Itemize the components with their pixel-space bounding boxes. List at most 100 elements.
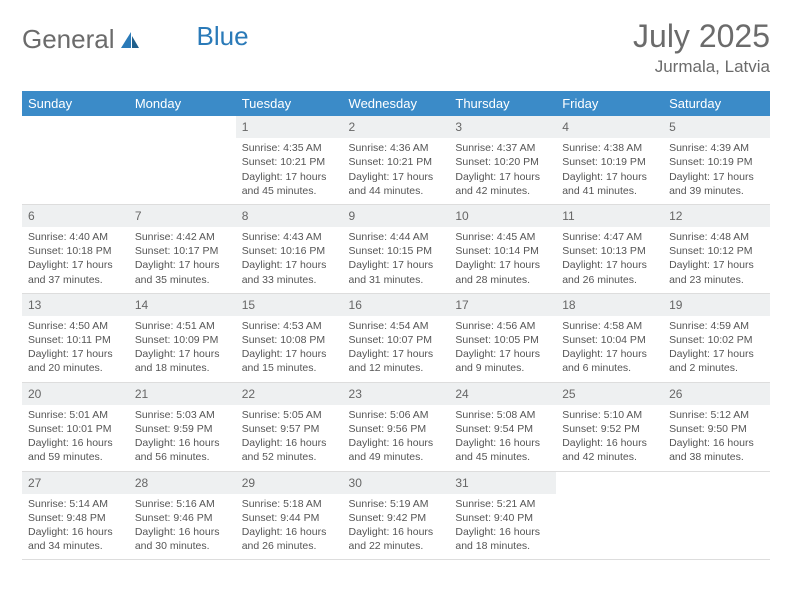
sunrise-line: Sunrise: 4:54 AM: [349, 319, 444, 333]
weekday-header: Thursday: [449, 91, 556, 116]
sunrise-line: Sunrise: 5:03 AM: [135, 408, 230, 422]
daylight-line: Daylight: 16 hours and 52 minutes.: [242, 436, 337, 464]
sunrise-line: Sunrise: 4:48 AM: [669, 230, 764, 244]
daylight-line: Daylight: 17 hours and 28 minutes.: [455, 258, 550, 286]
sunrise-line: Sunrise: 5:06 AM: [349, 408, 444, 422]
calendar-cell: 10Sunrise: 4:45 AMSunset: 10:14 PMDaylig…: [449, 204, 556, 293]
weekday-header: Monday: [129, 91, 236, 116]
calendar-cell: 6Sunrise: 4:40 AMSunset: 10:18 PMDayligh…: [22, 204, 129, 293]
day-number: 11: [556, 205, 663, 227]
sunrise-line: Sunrise: 4:59 AM: [669, 319, 764, 333]
calendar-cell: 24Sunrise: 5:08 AMSunset: 9:54 PMDayligh…: [449, 382, 556, 471]
sunrise-line: Sunrise: 4:51 AM: [135, 319, 230, 333]
day-details: Sunrise: 4:53 AMSunset: 10:08 PMDaylight…: [242, 319, 337, 376]
calendar-cell: 23 Sunrise: 5:06 AMSunset: 9:56 PMDayligh…: [343, 382, 450, 471]
calendar-cell: [556, 471, 663, 560]
sunrise-line: Sunrise: 4:40 AM: [28, 230, 123, 244]
day-details: Sunrise: 5:06 AMSunset: 9:56 PMDaylight:…: [349, 408, 444, 465]
daylight-line: Daylight: 17 hours and 23 minutes.: [669, 258, 764, 286]
daylight-line: Daylight: 17 hours and 9 minutes.: [455, 347, 550, 375]
day-details: Sunrise: 5:10 AMSunset: 9:52 PMDaylight:…: [562, 408, 657, 465]
brand-logo: General Blue: [22, 18, 249, 55]
calendar-cell: 29 Sunrise: 5:18 AMSunset: 9:44 PMDayligh…: [236, 471, 343, 560]
sunset-line: Sunset: 10:02 PM: [669, 333, 764, 347]
month-title: July 2025: [633, 18, 770, 55]
day-number: 23: [343, 383, 450, 405]
sunset-line: Sunset: 10:20 PM: [455, 155, 550, 169]
sunrise-line: Sunrise: 4:44 AM: [349, 230, 444, 244]
daylight-line: Daylight: 17 hours and 20 minutes.: [28, 347, 123, 375]
sunset-line: Sunset: 9:54 PM: [455, 422, 550, 436]
day-details: Sunrise: 5:18 AMSunset: 9:44 PMDaylight:…: [242, 497, 337, 554]
calendar-row: 20Sunrise: 5:01 AMSunset: 10:01 PMDaylig…: [22, 382, 770, 471]
day-number: 16: [343, 294, 450, 316]
day-details: Sunrise: 4:50 AMSunset: 10:11 PMDaylight…: [28, 319, 123, 376]
sunrise-line: Sunrise: 4:47 AM: [562, 230, 657, 244]
daylight-line: Daylight: 17 hours and 18 minutes.: [135, 347, 230, 375]
daylight-line: Daylight: 17 hours and 15 minutes.: [242, 347, 337, 375]
sunset-line: Sunset: 10:17 PM: [135, 244, 230, 258]
sunrise-line: Sunrise: 4:38 AM: [562, 141, 657, 155]
sunrise-line: Sunrise: 4:58 AM: [562, 319, 657, 333]
sunrise-line: Sunrise: 5:19 AM: [349, 497, 444, 511]
daylight-line: Daylight: 16 hours and 34 minutes.: [28, 525, 123, 553]
day-number: 14: [129, 294, 236, 316]
calendar-cell: 19Sunrise: 4:59 AMSunset: 10:02 PMDaylig…: [663, 293, 770, 382]
day-number: 15: [236, 294, 343, 316]
sunrise-line: Sunrise: 5:14 AM: [28, 497, 123, 511]
brand-part1: General: [22, 24, 115, 55]
page-header: General Blue July 2025 Jurmala, Latvia: [22, 18, 770, 77]
daylight-line: Daylight: 17 hours and 35 minutes.: [135, 258, 230, 286]
daylight-line: Daylight: 16 hours and 49 minutes.: [349, 436, 444, 464]
day-number: 27: [22, 472, 129, 494]
day-number: 5: [663, 116, 770, 138]
calendar-cell: 2Sunrise: 4:36 AMSunset: 10:21 PMDayligh…: [343, 116, 450, 204]
day-number: 19: [663, 294, 770, 316]
day-details: Sunrise: 4:40 AMSunset: 10:18 PMDaylight…: [28, 230, 123, 287]
calendar-cell: 13Sunrise: 4:50 AMSunset: 10:11 PMDaylig…: [22, 293, 129, 382]
sunset-line: Sunset: 10:05 PM: [455, 333, 550, 347]
sunrise-line: Sunrise: 4:43 AM: [242, 230, 337, 244]
calendar-cell: [129, 116, 236, 204]
day-details: Sunrise: 4:45 AMSunset: 10:14 PMDaylight…: [455, 230, 550, 287]
daylight-line: Daylight: 17 hours and 6 minutes.: [562, 347, 657, 375]
calendar-header-row: SundayMondayTuesdayWednesdayThursdayFrid…: [22, 91, 770, 116]
calendar-cell: 17Sunrise: 4:56 AMSunset: 10:05 PMDaylig…: [449, 293, 556, 382]
day-details: Sunrise: 4:51 AMSunset: 10:09 PMDaylight…: [135, 319, 230, 376]
calendar-table: SundayMondayTuesdayWednesdayThursdayFrid…: [22, 91, 770, 560]
calendar-cell: 7Sunrise: 4:42 AMSunset: 10:17 PMDayligh…: [129, 204, 236, 293]
sunrise-line: Sunrise: 4:35 AM: [242, 141, 337, 155]
calendar-cell: 14 Sunrise: 4:51 AMSunset: 10:09 PMDaylig…: [129, 293, 236, 382]
day-number: 29: [236, 472, 343, 494]
day-details: Sunrise: 5:14 AMSunset: 9:48 PMDaylight:…: [28, 497, 123, 554]
weekday-header: Sunday: [22, 91, 129, 116]
day-details: Sunrise: 4:43 AMSunset: 10:16 PMDaylight…: [242, 230, 337, 287]
weekday-header: Wednesday: [343, 91, 450, 116]
day-number: 22: [236, 383, 343, 405]
sail-icon: [119, 30, 141, 50]
day-number: 2: [343, 116, 450, 138]
calendar-cell: 26Sunrise: 5:12 AMSunset: 9:50 PMDayligh…: [663, 382, 770, 471]
sunrise-line: Sunrise: 4:50 AM: [28, 319, 123, 333]
day-number: 18: [556, 294, 663, 316]
day-number: 21: [129, 383, 236, 405]
calendar-cell: 12Sunrise: 4:48 AMSunset: 10:12 PMDaylig…: [663, 204, 770, 293]
day-details: Sunrise: 4:37 AMSunset: 10:20 PMDaylight…: [455, 141, 550, 198]
day-number: 9: [343, 205, 450, 227]
daylight-line: Daylight: 17 hours and 33 minutes.: [242, 258, 337, 286]
sunset-line: Sunset: 10:01 PM: [28, 422, 123, 436]
day-number: 1: [236, 116, 343, 138]
sunset-line: Sunset: 9:59 PM: [135, 422, 230, 436]
day-number: 7: [129, 205, 236, 227]
sunrise-line: Sunrise: 5:18 AM: [242, 497, 337, 511]
calendar-cell: 3Sunrise: 4:37 AMSunset: 10:20 PMDayligh…: [449, 116, 556, 204]
calendar-cell: 21Sunrise: 5:03 AMSunset: 9:59 PMDayligh…: [129, 382, 236, 471]
day-number: 28: [129, 472, 236, 494]
day-number: 25: [556, 383, 663, 405]
weekday-header: Saturday: [663, 91, 770, 116]
calendar-row: 13Sunrise: 4:50 AMSunset: 10:11 PMDaylig…: [22, 293, 770, 382]
calendar-row: 1Sunrise: 4:35 AMSunset: 10:21 PMDayligh…: [22, 116, 770, 204]
day-details: Sunrise: 5:01 AMSunset: 10:01 PMDaylight…: [28, 408, 123, 465]
daylight-line: Daylight: 17 hours and 42 minutes.: [455, 170, 550, 198]
day-details: Sunrise: 4:47 AMSunset: 10:13 PMDaylight…: [562, 230, 657, 287]
